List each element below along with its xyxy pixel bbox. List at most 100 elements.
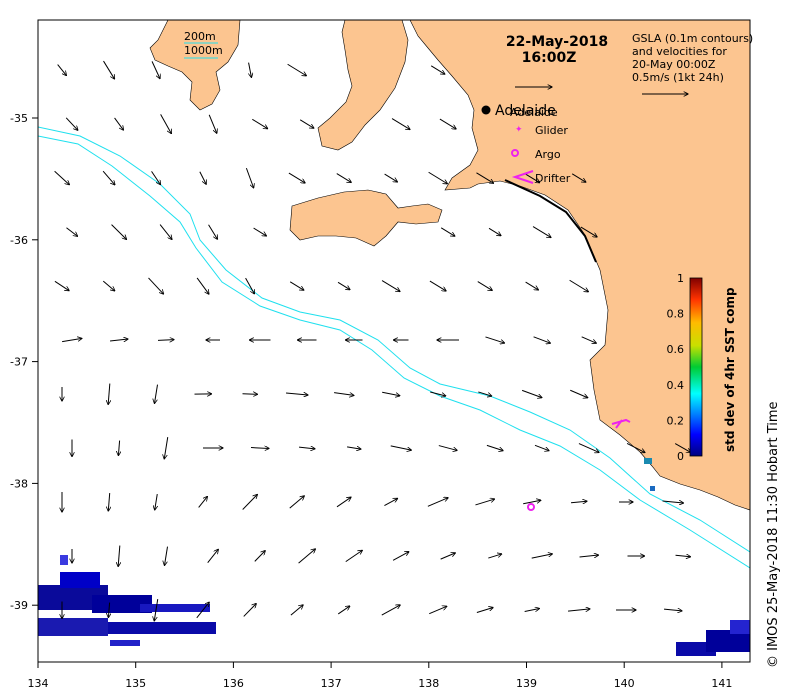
- lon-tick-label: 136: [223, 677, 244, 690]
- velocity-arrow: [65, 117, 78, 130]
- velocity-arrow: [287, 63, 307, 75]
- velocity-arrow: [391, 118, 410, 130]
- velocity-arrow: [476, 172, 493, 183]
- velocity-arrow: [66, 227, 77, 237]
- velocity-arrow: [108, 383, 110, 405]
- velocity-arrow: [334, 392, 354, 396]
- velocity-arrow: [289, 496, 305, 509]
- lon-tick-label: 141: [711, 677, 732, 690]
- velocity-arrow: [430, 65, 445, 74]
- argo-circle-icon: [511, 149, 519, 157]
- velocity-arrow: [242, 394, 258, 395]
- velocity-arrow: [159, 224, 172, 240]
- velocity-arrow: [109, 339, 128, 341]
- velocity-arrow: [439, 118, 456, 129]
- velocity-arrow: [570, 389, 587, 397]
- velocity-arrow: [486, 444, 503, 450]
- velocity-arrow: [154, 384, 158, 404]
- velocity-arrow: [440, 227, 455, 236]
- velocity-arrow: [488, 227, 501, 235]
- sst-std-pixels: [38, 458, 750, 656]
- gsla-line1: GSLA (0.1m contours): [632, 32, 753, 45]
- velocity-arrow: [569, 279, 589, 291]
- colorbar-tick-label: 0: [677, 450, 684, 463]
- velocity-arrow: [662, 501, 684, 503]
- colorbar-tick-label: 0.4: [667, 379, 685, 392]
- velocity-arrow: [198, 497, 208, 508]
- velocity-arrow: [151, 61, 160, 78]
- velocity-arrow: [429, 606, 447, 615]
- velocity-arrow: [580, 226, 597, 237]
- velocity-arrow: [345, 550, 363, 563]
- velocity-arrow: [290, 605, 303, 616]
- velocity-arrow: [248, 62, 252, 78]
- velocity-arrow: [196, 602, 209, 619]
- city-label-overlap: Adelaide: [510, 106, 558, 119]
- velocity-arrow: [381, 280, 400, 292]
- velocity-arrow: [429, 280, 446, 291]
- velocity-arrow: [154, 599, 159, 621]
- velocity-arrow: [108, 602, 109, 618]
- velocity-arrow: [674, 443, 691, 453]
- velocity-arrow: [114, 117, 124, 130]
- lat-tick-label: -36: [10, 234, 28, 247]
- velocity-arrow: [336, 497, 351, 508]
- lon-tick-label: 140: [614, 677, 635, 690]
- colorbar-tick-label: 0.2: [667, 414, 685, 427]
- velocity-arrow: [381, 605, 400, 616]
- velocity-arrow: [534, 444, 549, 450]
- colorbar-tick-label: 0.6: [667, 343, 685, 356]
- lon-tick-label: 138: [418, 677, 439, 690]
- velocity-arrow: [384, 498, 397, 507]
- lat-tick-label: -39: [10, 599, 28, 612]
- lat-tick-label: -35: [10, 112, 28, 125]
- velocity-arrow: [245, 277, 255, 294]
- velocity-arrow: [578, 443, 599, 453]
- lon-tick-label: 137: [321, 677, 342, 690]
- gsla-line2: and velocities for: [632, 45, 727, 58]
- legend-200m: 200m: [184, 30, 216, 43]
- velocity-arrow: [531, 554, 553, 559]
- velocity-arrow: [579, 555, 599, 557]
- colorbar: [689, 277, 703, 457]
- legend-1000m: 1000m: [184, 44, 223, 57]
- velocity-arrow: [485, 336, 504, 343]
- plot-frame: [37, 19, 751, 663]
- velocity-arrow: [286, 393, 308, 395]
- lat-tick-label: -37: [10, 356, 28, 369]
- velocity-arrow: [347, 447, 361, 449]
- velocity-arrow: [384, 173, 398, 182]
- velocity-arrow: [570, 501, 587, 503]
- gsla-line4: 0.5m/s (1kt 24h): [632, 71, 724, 84]
- velocity-arrow: [242, 494, 258, 510]
- velocity-arrow: [118, 545, 120, 567]
- land-mass: [149, 20, 750, 511]
- velocity-arrow: [252, 118, 267, 128]
- velocity-arrow: [160, 114, 172, 133]
- gsla-line3: 20-May 00:00Z: [632, 58, 716, 71]
- velocity-arrow: [524, 609, 540, 612]
- colorbar-tick-label: 0.8: [667, 308, 685, 321]
- velocity-arrow: [207, 549, 219, 563]
- velocity-arrow: [164, 546, 168, 566]
- latitude-axis: -35 -36 -37 -38 -39: [10, 112, 38, 612]
- velocity-arrow: [427, 498, 448, 507]
- contour-200m: [38, 126, 750, 553]
- colorbar-ticks: 1 0.8 0.6 0.4 0.2 0: [667, 272, 685, 463]
- velocity-arrow: [476, 607, 493, 613]
- velocity-arrow: [111, 224, 127, 240]
- velocity-arrow: [675, 555, 691, 556]
- velocity-arrow: [663, 609, 682, 611]
- velocity-arrow: [164, 437, 169, 459]
- velocity-arrow: [208, 114, 217, 133]
- velocity-arrow: [57, 64, 67, 76]
- velocity-arrow: [525, 281, 539, 290]
- velocity-arrow: [157, 340, 174, 341]
- velocity-arrow: [108, 492, 109, 511]
- velocity-arrow: [299, 119, 314, 128]
- lon-tick-label: 139: [516, 677, 537, 690]
- velocity-arrow: [438, 445, 457, 451]
- velocity-arrow: [199, 171, 206, 184]
- velocity-arrow: [568, 609, 590, 611]
